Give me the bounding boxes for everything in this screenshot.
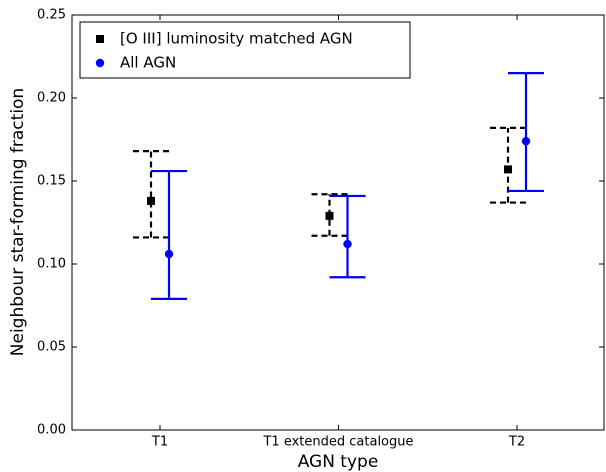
error-bar (329, 194, 366, 279)
legend-label: All AGN (120, 54, 176, 72)
y-tick-label: 0.10 (37, 257, 66, 272)
y-tick-label: 0.15 (37, 174, 66, 189)
error-bar (133, 150, 169, 239)
error-bar (508, 72, 544, 193)
legend-marker (96, 35, 104, 43)
data-point (147, 196, 155, 205)
legend-box (79, 21, 411, 79)
data-point (325, 211, 334, 220)
legend-marker (95, 58, 105, 68)
x-tick-label: T2 (508, 435, 525, 450)
y-axis-title: Neighbour star-forming fraction (8, 88, 28, 356)
x-tick-label: T1 extended catalogue (262, 435, 413, 450)
y-tick-label: 0.00 (37, 423, 66, 438)
x-tick-label: T1 (151, 435, 168, 450)
legend-label: [O III] luminosity matched AGN (120, 30, 353, 48)
x-axis-title: AGN type (298, 452, 379, 472)
data-point (504, 165, 512, 174)
error-bar (151, 169, 187, 300)
y-tick-label: 0.05 (37, 340, 66, 355)
data-point (343, 239, 352, 249)
data-point (521, 136, 531, 146)
legend: [O III] luminosity matched AGN All AGN (79, 21, 411, 79)
y-tick-label: 0.20 (37, 91, 66, 106)
data-point (164, 249, 174, 259)
y-tick-label: 0.25 (37, 8, 66, 23)
